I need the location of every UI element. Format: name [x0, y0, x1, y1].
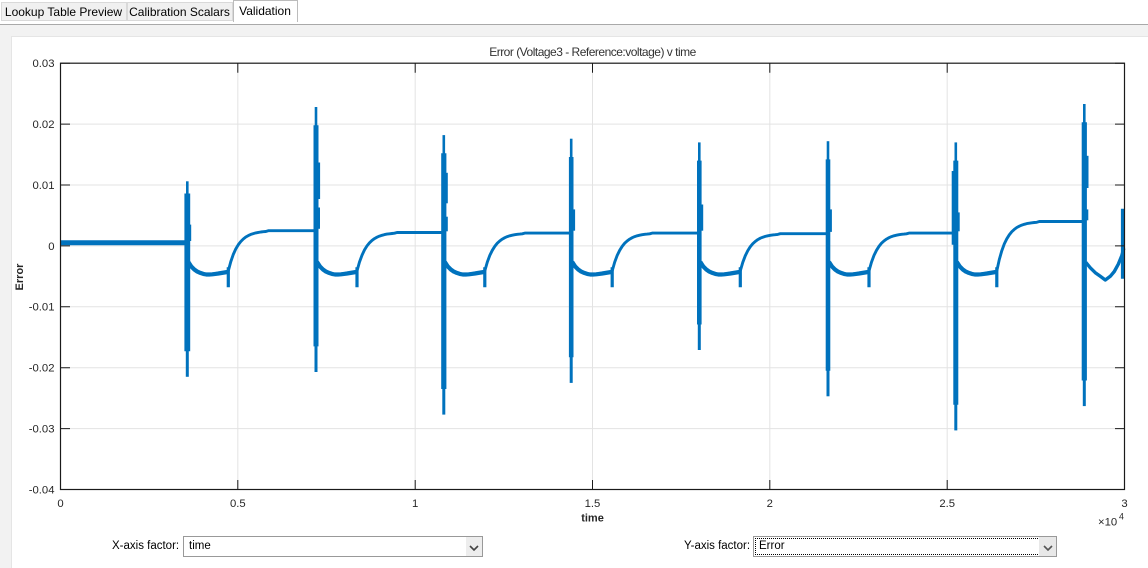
svg-text:1: 1 — [412, 498, 418, 510]
svg-text:0: 0 — [57, 498, 63, 510]
svg-text:Error (Voltage3 - Reference:vo: Error (Voltage3 - Reference:voltage) v t… — [489, 45, 696, 59]
svg-text:0: 0 — [48, 241, 54, 253]
svg-text:1.5: 1.5 — [585, 498, 601, 510]
svg-text:×10: ×10 — [1098, 517, 1117, 529]
svg-text:3: 3 — [1121, 498, 1127, 510]
svg-text:2: 2 — [767, 498, 773, 510]
svg-text:Error: Error — [14, 263, 26, 291]
svg-text:0.5: 0.5 — [230, 498, 246, 510]
svg-text:-0.02: -0.02 — [29, 363, 55, 375]
svg-text:2.5: 2.5 — [939, 498, 955, 510]
svg-text:4: 4 — [1119, 512, 1124, 522]
svg-text:0.01: 0.01 — [33, 180, 55, 192]
svg-text:-0.01: -0.01 — [29, 302, 55, 314]
svg-text:-0.04: -0.04 — [29, 484, 55, 496]
svg-text:time: time — [581, 513, 604, 525]
svg-text:-0.03: -0.03 — [29, 424, 55, 436]
svg-text:0.03: 0.03 — [33, 58, 55, 70]
svg-text:0.02: 0.02 — [33, 119, 55, 131]
